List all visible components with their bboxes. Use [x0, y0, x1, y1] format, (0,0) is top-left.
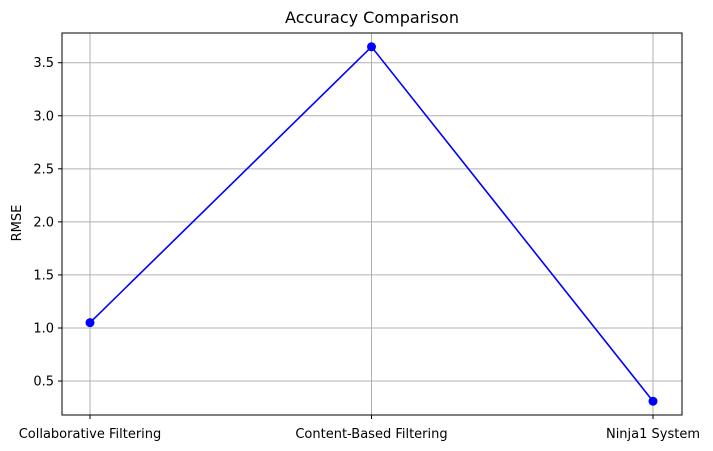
y-tick-label: 3.5 [33, 56, 54, 71]
grid-lines [62, 33, 682, 415]
axis-ticks: 0.5 1.0 1.5 2.0 2.5 3.0 3.5 Collaborative Filte… [19, 56, 700, 442]
x-tick-label: Ninja1 System [606, 427, 700, 442]
y-tick-label: 0.5 [33, 375, 54, 390]
x-tick-label: Content-Based Filtering [295, 427, 447, 442]
y-tick-label: 3.0 [33, 109, 54, 124]
data-point [367, 42, 376, 52]
plot-series [85, 42, 658, 406]
plot-area-frame [61, 32, 683, 416]
y-tick-label: 1.5 [33, 268, 54, 283]
x-tick-label: Collaborative Filtering [19, 427, 162, 442]
y-axis-label: RMSE [10, 205, 25, 242]
y-tick-label: 1.0 [33, 321, 54, 336]
y-tick-label: 2.0 [33, 215, 54, 230]
chart-title: Accuracy Comparison [285, 8, 459, 27]
y-tick-label: 2.5 [33, 162, 54, 177]
data-point [85, 318, 95, 328]
data-point [648, 396, 658, 406]
